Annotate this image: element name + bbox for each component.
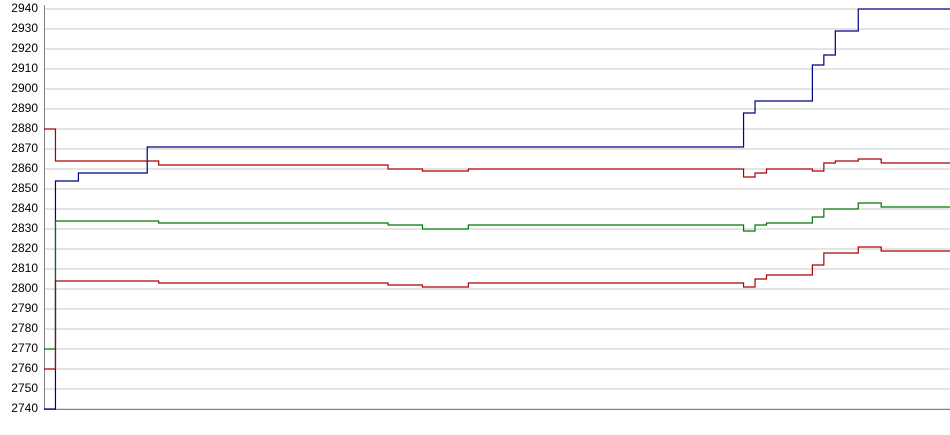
y-tick-label: 2790 (11, 301, 38, 315)
y-tick-label: 2780 (11, 321, 38, 335)
series-line (44, 202, 950, 350)
y-tick-label: 2930 (11, 21, 38, 35)
y-tick-label: 2890 (11, 101, 38, 115)
y-tick-label: 2820 (11, 241, 38, 255)
y-tick-label: 2870 (11, 141, 38, 155)
y-tick-label: 2800 (11, 281, 38, 295)
y-tick-label: 2900 (11, 81, 38, 95)
y-tick-label: 2840 (11, 201, 38, 215)
y-tick-label: 2880 (11, 121, 38, 135)
y-tick-label: 2850 (11, 181, 38, 195)
y-tick-label: 2750 (11, 381, 38, 395)
y-tick-label: 2810 (11, 261, 38, 275)
y-tick-label: 2830 (11, 221, 38, 235)
y-tick-label: 2760 (11, 361, 38, 375)
y-tick-label: 2940 (11, 1, 38, 15)
y-tick-label: 2740 (11, 401, 38, 415)
series-line (44, 8, 950, 410)
y-tick-label: 2920 (11, 41, 38, 55)
y-tick-label: 2910 (11, 61, 38, 75)
y-tick-label: 2860 (11, 161, 38, 175)
series-line (44, 128, 950, 178)
y-tick-label: 2770 (11, 341, 38, 355)
series-line (44, 246, 950, 370)
